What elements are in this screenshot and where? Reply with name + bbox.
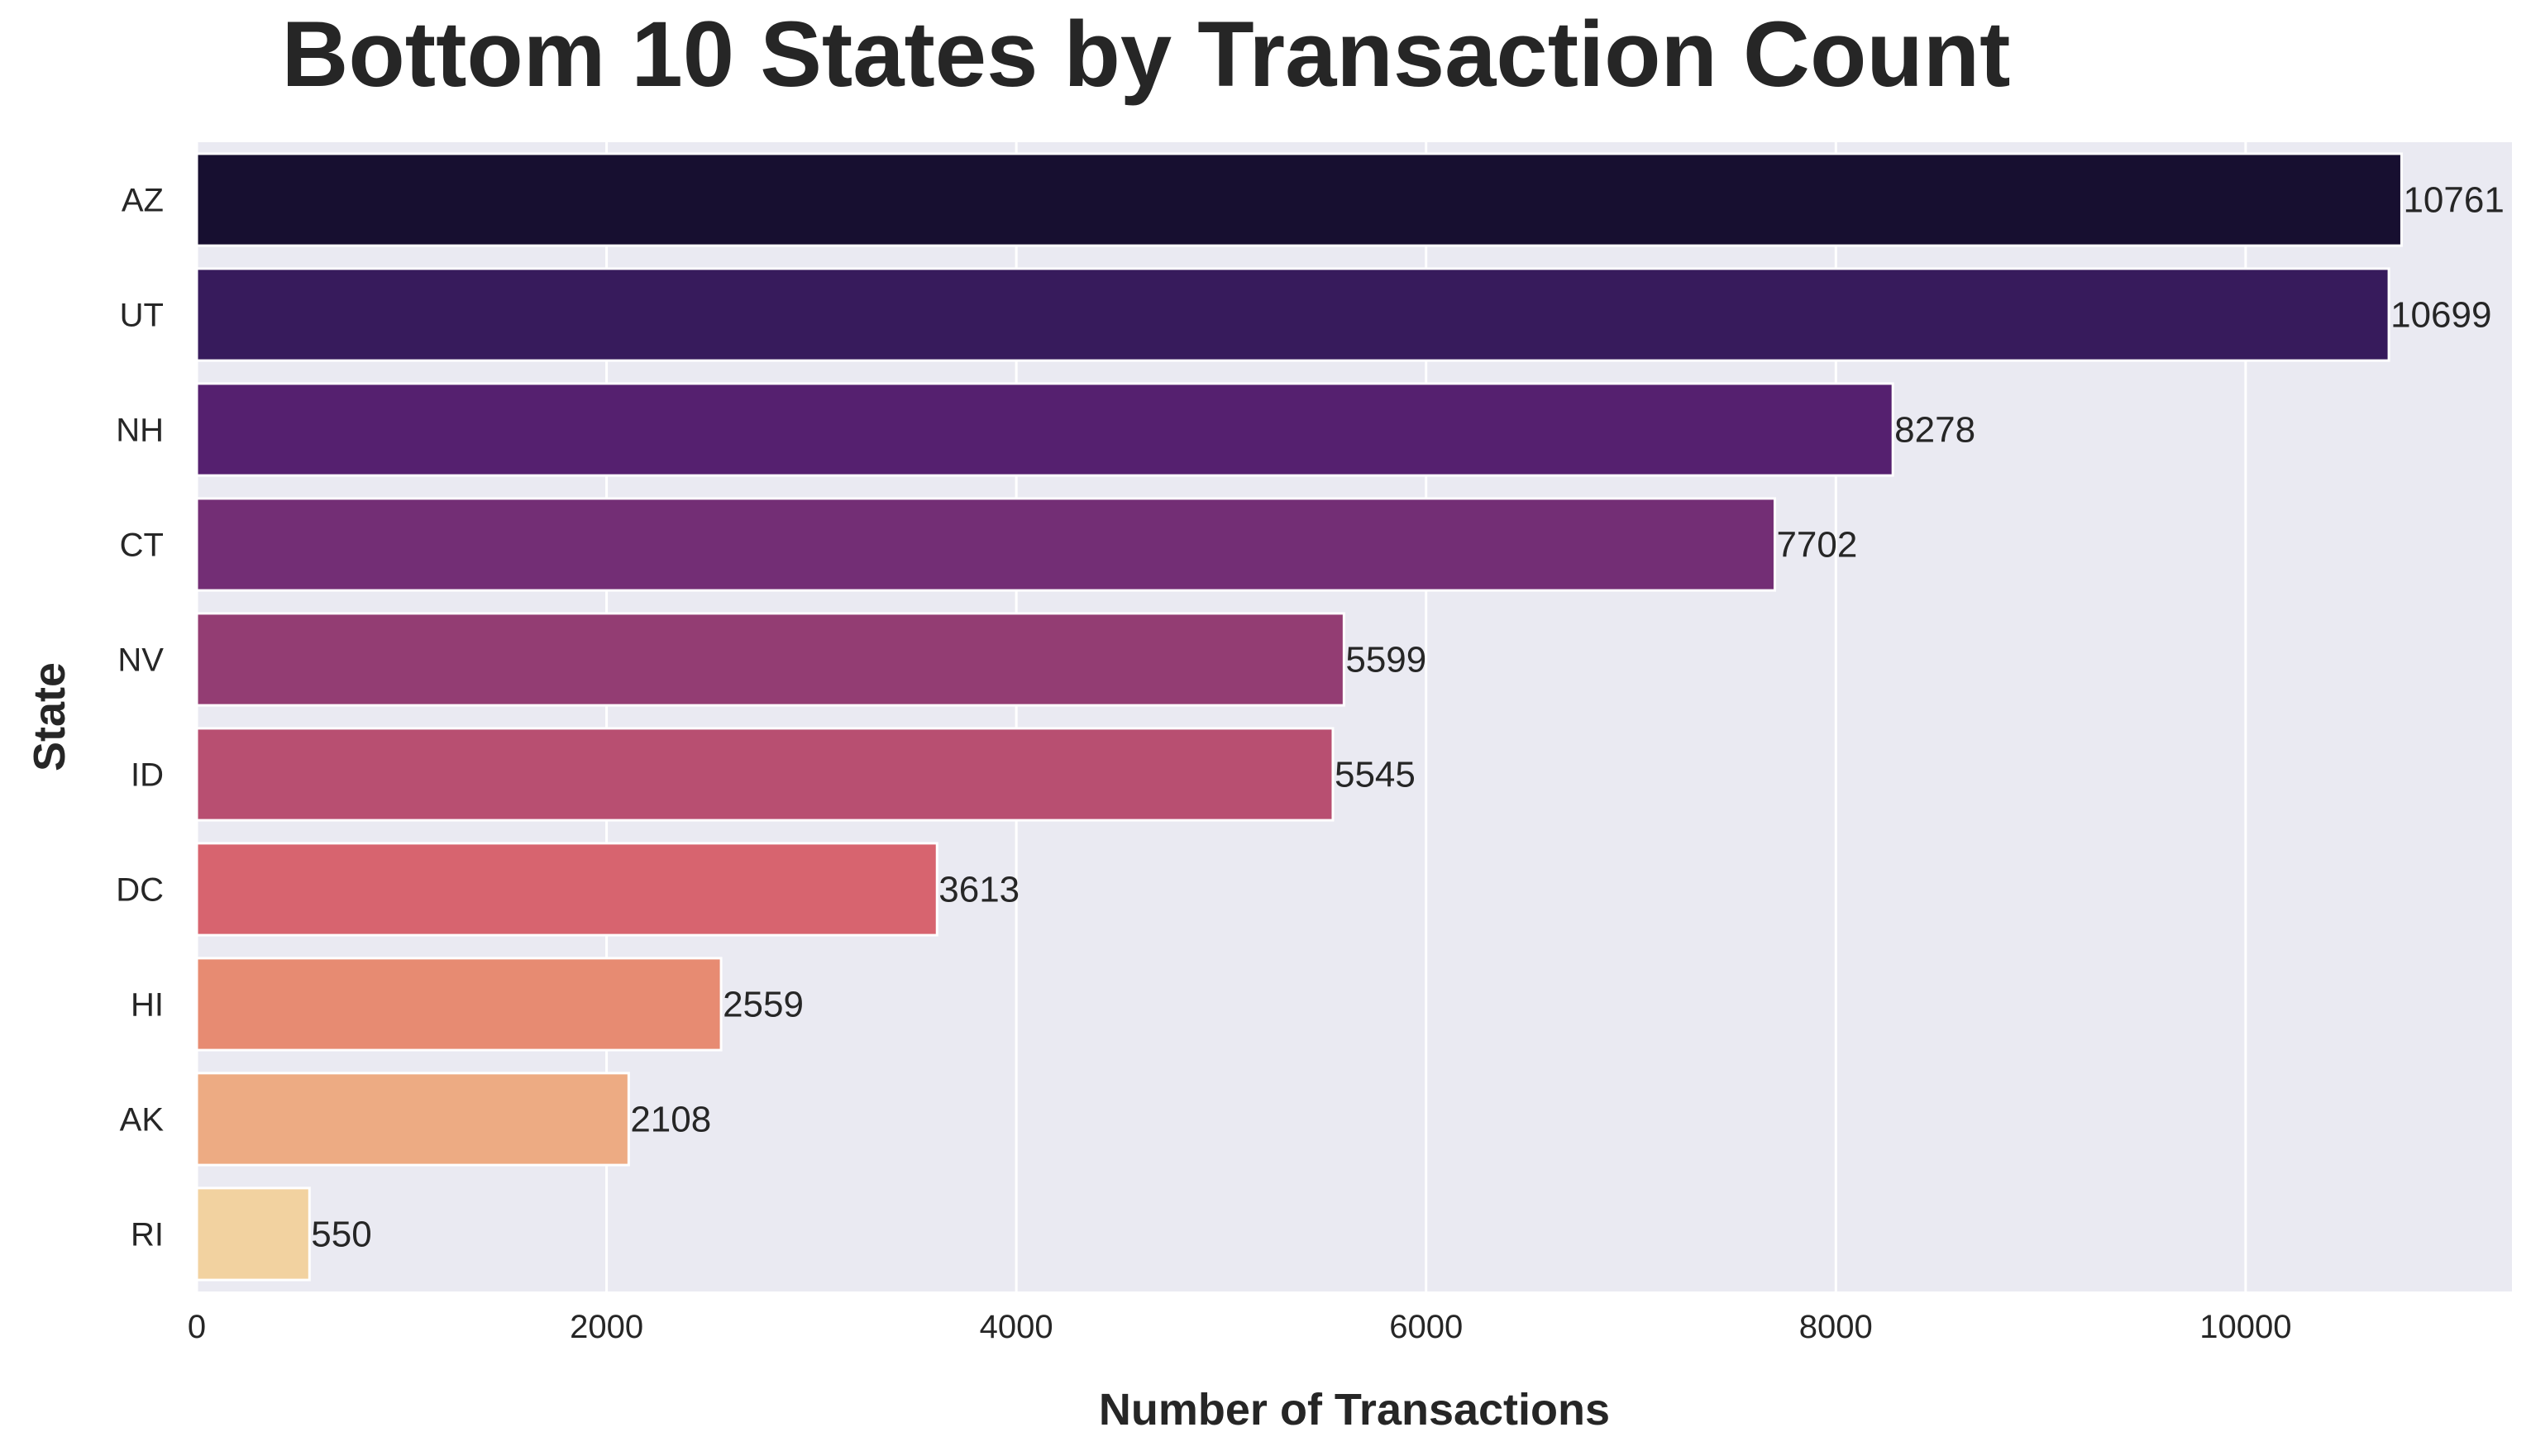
y-tick-label: HI <box>131 987 164 1024</box>
bar-ct <box>195 497 1776 592</box>
bar-ri <box>195 1186 311 1282</box>
bar-value-label: 5545 <box>1335 755 1416 795</box>
bar-az <box>195 152 2403 247</box>
y-tick-label: NV <box>117 642 164 679</box>
y-tick-labels: AZ UT NH CT NV ID DC HI AK RI <box>116 183 164 1253</box>
bar-dc <box>195 842 938 937</box>
bar-ak <box>195 1072 630 1167</box>
chart-title: Bottom 10 States by Transaction Count <box>282 2 2011 106</box>
bar-value-label: 2559 <box>723 985 804 1025</box>
y-tick-label: ID <box>131 757 164 794</box>
y-tick-label: AZ <box>122 183 164 219</box>
bar-value-label: 10761 <box>2403 180 2504 221</box>
y-tick-label: AK <box>120 1102 165 1139</box>
y-tick-label: CT <box>120 528 164 564</box>
x-tick-labels: 0 2000 4000 6000 8000 10000 <box>188 1309 2292 1345</box>
bar-value-label: 2108 <box>630 1100 711 1140</box>
bars <box>195 152 2403 1282</box>
bar-value-labels: 10761 10699 8278 7702 5599 5545 3613 2559 2108 55… <box>311 180 2505 1255</box>
bar-hi <box>195 957 723 1052</box>
y-axis-label: State <box>25 662 74 771</box>
y-tick-label: NH <box>116 413 164 449</box>
y-tick-label: DC <box>116 872 164 909</box>
bar-value-label: 550 <box>311 1215 371 1255</box>
bar-value-label: 3613 <box>938 870 1020 910</box>
bar-nh <box>195 382 1894 477</box>
bar-value-label: 8278 <box>1894 410 1975 451</box>
y-tick-label: UT <box>120 298 164 334</box>
x-tick-label: 2000 <box>570 1309 643 1345</box>
bar-value-label: 5599 <box>1345 640 1426 680</box>
bar-nv <box>195 612 1345 707</box>
x-tick-label: 0 <box>188 1309 206 1345</box>
x-tick-label: 4000 <box>980 1309 1053 1345</box>
bar-value-label: 10699 <box>2390 295 2491 336</box>
x-axis-label: Number of Transactions <box>1099 1385 1610 1435</box>
y-tick-label: RI <box>131 1217 164 1253</box>
x-tick-label: 10000 <box>2199 1309 2291 1345</box>
bar-value-label: 7702 <box>1776 525 1857 566</box>
bar-ut <box>195 267 2390 362</box>
bar-id <box>195 727 1335 822</box>
x-tick-label: 6000 <box>1389 1309 1463 1345</box>
x-tick-label: 8000 <box>1799 1309 1873 1345</box>
